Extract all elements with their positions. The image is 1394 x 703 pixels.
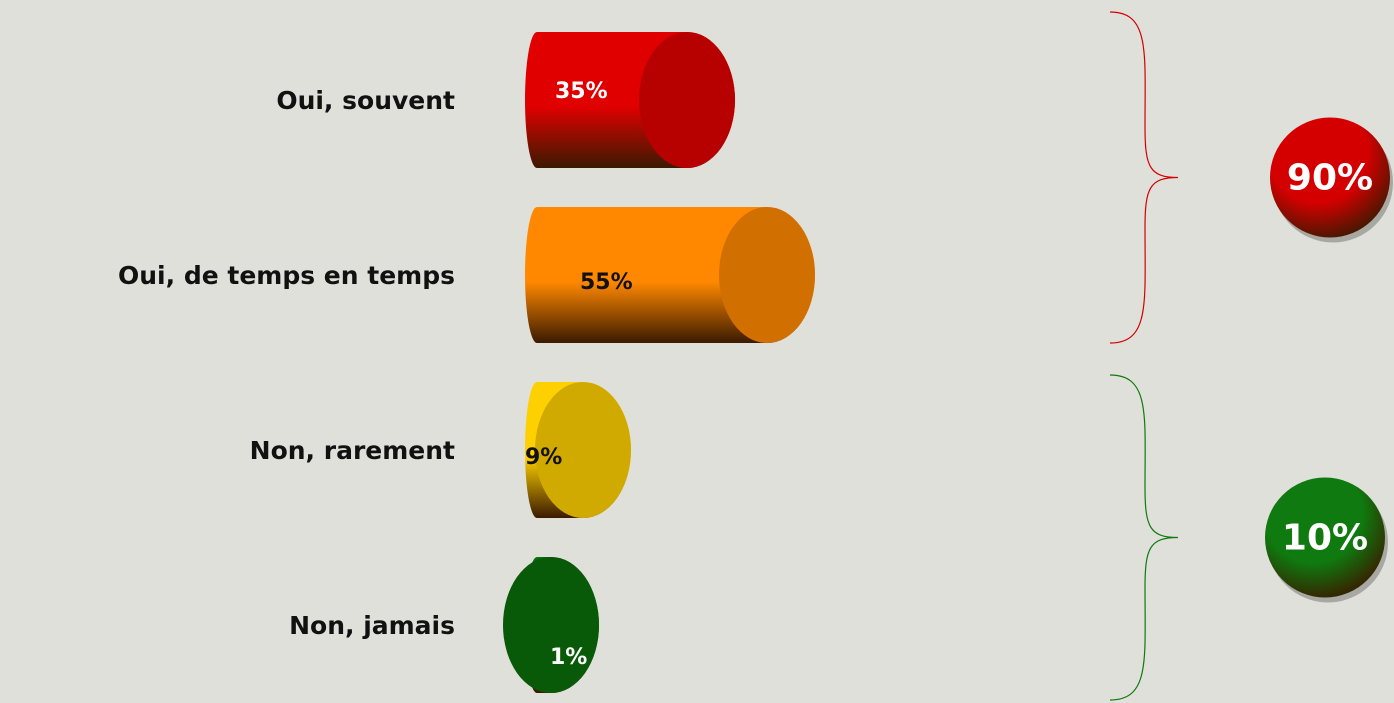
bar-cap-shade bbox=[719, 207, 815, 343]
bar-cap bbox=[719, 207, 815, 343]
group-total bbox=[1265, 477, 1385, 598]
group-label: 90% bbox=[1287, 158, 1373, 199]
value-label: 9% bbox=[525, 445, 562, 470]
group-label: 10% bbox=[1282, 518, 1368, 559]
category-label: Non, jamais bbox=[289, 611, 455, 640]
value-label: 35% bbox=[555, 79, 608, 104]
category-label: Oui, souvent bbox=[276, 86, 455, 115]
bar-cap-shade bbox=[535, 382, 631, 518]
value-label: 55% bbox=[580, 270, 633, 295]
value-label: 1% bbox=[550, 645, 587, 670]
group-total bbox=[1270, 117, 1390, 238]
group-brace bbox=[1109, 11, 1179, 344]
group-brace bbox=[1109, 374, 1179, 701]
category-label: Oui, de temps en temps bbox=[118, 261, 455, 290]
bar-cap bbox=[639, 32, 735, 168]
bar-cap bbox=[535, 382, 631, 518]
bar-cap-shade bbox=[639, 32, 735, 168]
bar-cap-shade bbox=[503, 557, 599, 693]
category-label: Non, rarement bbox=[250, 436, 455, 465]
bar-cap bbox=[503, 557, 599, 693]
